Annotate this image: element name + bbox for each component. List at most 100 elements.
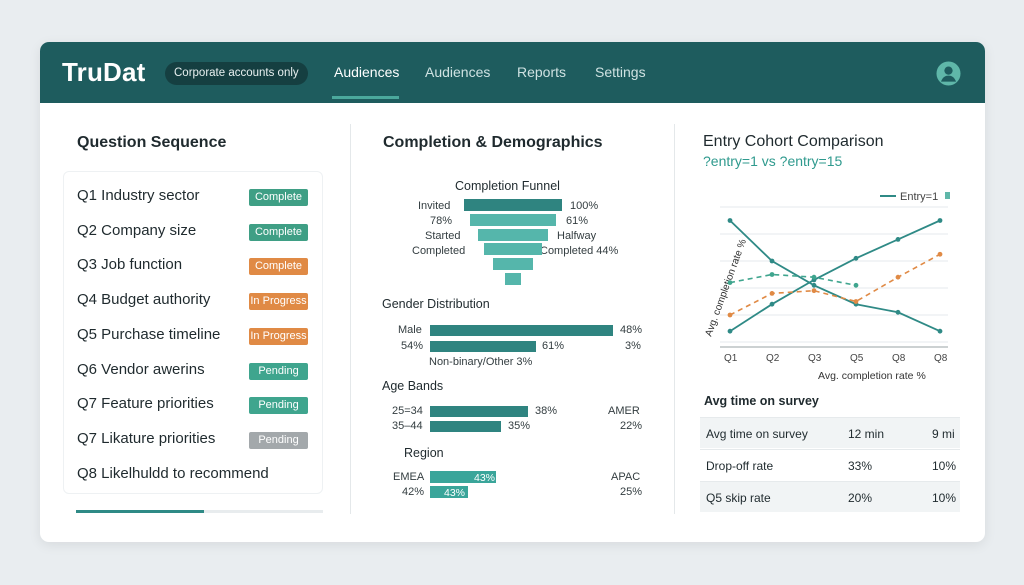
- gender-value: 61%: [542, 340, 565, 352]
- status-badge: Pending: [249, 397, 308, 415]
- age-bar: [430, 421, 501, 432]
- data-point: [937, 328, 943, 334]
- cohort-title: Entry Cohort Comparison: [703, 133, 884, 150]
- demographics-title: Completion & Demographics: [383, 134, 603, 151]
- data-point: [853, 282, 859, 288]
- sequence-progress-bar: [76, 510, 323, 513]
- data-point: [727, 312, 733, 318]
- x-tick-label: Q2: [766, 353, 780, 364]
- region-bar: [430, 471, 496, 483]
- funnel-stage: [477, 228, 549, 241]
- funnel-stage: [464, 199, 562, 211]
- region-bar-label: 43%: [444, 487, 466, 499]
- age-label: 35–44: [392, 420, 423, 432]
- funnel-title: Completion Funnel: [455, 179, 560, 193]
- status-badge: In Progress: [249, 293, 308, 311]
- gender-title: Gender Distribution: [382, 297, 490, 311]
- status-badge: Pending: [249, 362, 308, 380]
- x-axis-label: Avg. completion rate %: [818, 370, 926, 382]
- gender-note: Non-binary/Other 3%: [429, 356, 533, 368]
- dashboard-card: TruDat Corporate accounts only Audiences…: [40, 42, 985, 542]
- metric-cell: Avg time on survey: [706, 427, 808, 441]
- data-point: [937, 251, 943, 257]
- cohort-table-row: Drop-off rate 33% 10%: [700, 449, 960, 480]
- question-item[interactable]: Q4 Budget authority: [77, 291, 211, 309]
- x-tick-label: Q3: [808, 353, 822, 364]
- nav-settings[interactable]: Settings: [595, 64, 646, 80]
- funnel-label: Invited: [418, 200, 451, 212]
- funnel-value: Halfway: [557, 230, 597, 242]
- app-logo[interactable]: TruDat: [62, 57, 146, 87]
- gender-value: 3%: [625, 340, 641, 352]
- gender-label: Male: [398, 324, 422, 336]
- question-item[interactable]: Q2 Company size: [77, 221, 197, 239]
- entry-15-cell: 10%: [932, 459, 957, 473]
- region-bar-label: 43%: [474, 472, 496, 484]
- region-label: EMEA: [393, 471, 425, 483]
- funnel-value: 61%: [566, 215, 589, 227]
- age-bar: [430, 406, 528, 417]
- nav-audiences-2[interactable]: Audiences: [425, 64, 491, 80]
- user-avatar-icon[interactable]: [936, 61, 961, 86]
- status-badge: Complete: [249, 189, 308, 206]
- age-value: 35%: [508, 420, 531, 432]
- funnel-label: Started: [425, 230, 461, 242]
- entry-1-cell: 33%: [848, 459, 873, 473]
- series-line: [729, 219, 941, 333]
- status-badge: Pending: [249, 431, 308, 449]
- metric-cell: Q5 skip rate: [706, 491, 771, 505]
- panel-divider: [350, 124, 351, 514]
- question-item[interactable]: Q3 Job function: [77, 256, 183, 274]
- entry-1-cell: 12 min: [848, 427, 885, 441]
- data-point: [727, 218, 733, 223]
- question-item[interactable]: Q7 Likature priorities: [77, 429, 216, 447]
- active-nav-indicator: [332, 96, 399, 99]
- legend-marker: [945, 192, 950, 199]
- question-item[interactable]: Q6 Vendor awerins: [77, 360, 205, 378]
- nav-reports[interactable]: Reports: [517, 64, 567, 80]
- question-item[interactable]: Q5 Purchase timeline: [77, 325, 221, 343]
- cohort-subtitle: ?entry=1 vs ?entry=15: [703, 153, 843, 169]
- funnel-value: Completed 44%: [540, 245, 619, 257]
- legend-label: Entry=1: [900, 191, 938, 203]
- data-point: [937, 218, 943, 223]
- nav-audiences[interactable]: Audiences: [334, 64, 400, 80]
- funnel-stage: [483, 243, 543, 256]
- funnel-stage: [504, 273, 522, 285]
- data-point: [769, 272, 775, 277]
- age-value: 22%: [620, 420, 643, 432]
- funnel-stage: [469, 213, 557, 226]
- status-badge: Complete: [249, 258, 308, 276]
- x-tick-label: Q8: [934, 353, 948, 364]
- avg-time-title: Avg time on survey: [704, 394, 819, 408]
- question-item[interactable]: Q1 Industry sector: [77, 187, 200, 204]
- data-point: [769, 301, 775, 307]
- x-tick-label: Q8: [892, 353, 906, 364]
- question-item[interactable]: Q7 Feature priorities: [77, 395, 214, 413]
- region-bar: [430, 486, 468, 498]
- series-line: [729, 253, 941, 316]
- series-line: [729, 273, 857, 287]
- funnel-label: 78%: [430, 215, 453, 227]
- age-value: 38%: [535, 405, 558, 417]
- data-point: [769, 291, 775, 296]
- status-badge: In Progress: [249, 327, 308, 345]
- question-item[interactable]: Q8 Likelhuldd to recommend: [77, 464, 269, 482]
- funnel-value: 100%: [570, 200, 599, 212]
- x-tick-label: Q1: [724, 353, 738, 364]
- series-line: [729, 219, 941, 332]
- funnel-label: Completed: [412, 245, 466, 257]
- cohort-table-row: Q5 skip rate 20% 10%: [700, 481, 960, 512]
- status-badge: Complete: [249, 223, 308, 241]
- question-sequence-title: Question Sequence: [77, 134, 227, 151]
- top-bar: TruDat Corporate accounts only Audiences…: [40, 42, 985, 103]
- data-point: [895, 274, 901, 280]
- question-list: [63, 171, 323, 494]
- account-filter-pill[interactable]: Corporate accounts only: [165, 62, 308, 85]
- region-label: 42%: [402, 486, 425, 498]
- cohort-table-row: Avg time on survey 12 min 9 mi: [700, 417, 960, 448]
- sequence-progress-fill: [76, 510, 205, 513]
- age-region-label: AMER: [608, 405, 640, 417]
- metric-cell: Drop-off rate: [706, 459, 774, 473]
